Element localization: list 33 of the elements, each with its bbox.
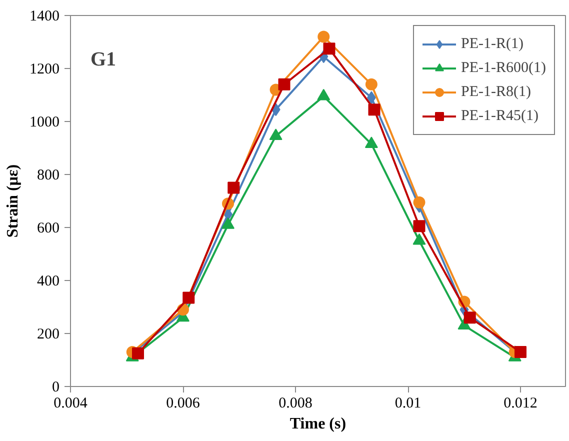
legend-label: PE-1-R8(1) — [461, 84, 531, 100]
point — [132, 347, 144, 360]
point — [413, 196, 426, 208]
point — [182, 292, 195, 304]
annotation: G1 — [90, 48, 116, 70]
x-tick-label: 0.008 — [278, 396, 312, 412]
point — [368, 104, 380, 116]
legend-label: PE-1-R(1) — [461, 36, 524, 52]
point — [228, 182, 240, 194]
y-tick-label: 1200 — [30, 62, 60, 78]
y-tick-label: 800 — [37, 168, 60, 184]
point — [278, 78, 290, 90]
point — [514, 346, 526, 358]
y-tick-label: 600 — [37, 220, 60, 236]
y-tick-label: 400 — [37, 274, 60, 290]
point — [323, 42, 336, 55]
x-tick-label: 0.01 — [394, 396, 422, 412]
point — [365, 78, 378, 90]
y-tick-label: 1000 — [30, 114, 60, 130]
x-tick-label: 0.012 — [504, 396, 538, 412]
legend-label: PE-1-R45(1) — [461, 108, 538, 124]
x-tick-label: 0.006 — [166, 396, 200, 412]
y-tick-label: 0 — [52, 380, 60, 396]
x-tick-label: 0.004 — [54, 396, 88, 412]
point — [413, 220, 426, 232]
y-tick-label: 200 — [37, 326, 60, 342]
y-axis-title: Strain (με) — [4, 164, 22, 238]
legend-label: PE-1-R600(1) — [461, 60, 546, 76]
y-tick-label: 1400 — [30, 8, 60, 24]
point — [318, 30, 330, 43]
point — [464, 312, 476, 324]
x-axis-title: Time (s) — [290, 416, 346, 432]
point — [366, 91, 376, 104]
